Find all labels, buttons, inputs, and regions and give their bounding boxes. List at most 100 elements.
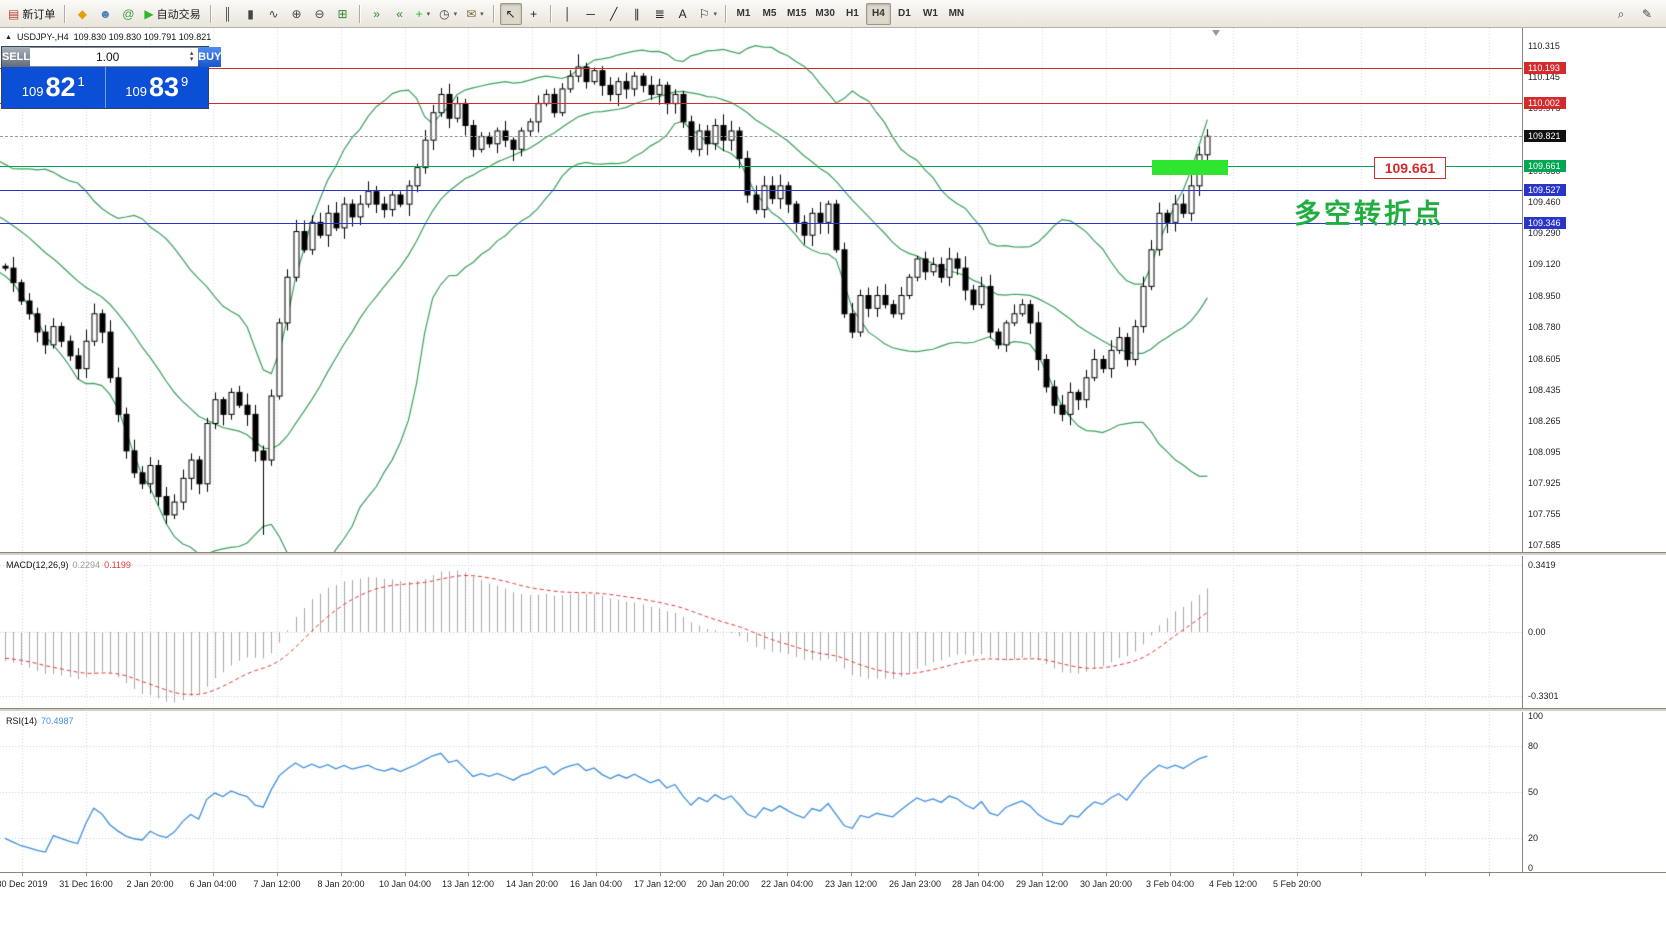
- ask-pip-digit: 9: [181, 74, 189, 89]
- equidistant-channel-icon[interactable]: ∥: [626, 3, 648, 25]
- lot-spinner: ▴ ▾: [185, 50, 198, 63]
- time-label: 29 Jan 12:00: [1015, 879, 1069, 889]
- time-label: 3 Feb 04:00: [1145, 879, 1195, 889]
- time-label: 22 Jan 04:00: [760, 879, 814, 889]
- periods-icon[interactable]: ◷ ▾: [435, 3, 461, 25]
- toolbar-separator: [64, 4, 67, 23]
- panel-divider[interactable]: [0, 552, 1666, 556]
- macd-tick-label: 0.00: [1528, 627, 1546, 637]
- price-level-badge: 109.346: [1524, 217, 1566, 230]
- turning-point-annotation[interactable]: 多空转折点: [1294, 199, 1444, 229]
- symbol-info: ▲ USDJPY-,H4 109.830 109.830 109.791 109…: [5, 32, 211, 42]
- new-order-button[interactable]: ▤ 新订单: [4, 3, 59, 25]
- bar-chart-icon[interactable]: ║: [217, 3, 239, 25]
- line-chart-icon[interactable]: ∿: [263, 3, 285, 25]
- macd-value: 0.2294: [72, 560, 101, 570]
- candlestick-chart-icon[interactable]: ▮: [240, 3, 262, 25]
- timeframe-m15-button[interactable]: M15: [786, 8, 807, 19]
- zoom-out-icon[interactable]: ⊖: [309, 3, 331, 25]
- buy-button[interactable]: BUY: [198, 47, 222, 67]
- time-label: 5 Feb 20:00: [1272, 879, 1322, 889]
- macd-canvas[interactable]: [0, 556, 1522, 708]
- arrows-icon: ⚐: [698, 6, 710, 21]
- dropdown-caret-icon: ▾: [453, 10, 458, 18]
- sell-button[interactable]: SELL: [2, 47, 31, 67]
- time-tick: [787, 873, 788, 876]
- dropdown-caret-icon: ▾: [426, 10, 431, 18]
- trendline-icon[interactable]: ╱: [603, 3, 625, 25]
- lot-increase-button[interactable]: ▴: [189, 50, 194, 57]
- zoom-in-icon[interactable]: ⊕: [286, 3, 308, 25]
- timeframe-m30-button[interactable]: M30: [815, 8, 835, 19]
- chart-shift-icon[interactable]: «: [389, 3, 411, 25]
- cursor-icon[interactable]: ↖: [499, 2, 522, 25]
- fibonacci-icon: ≣: [654, 6, 665, 21]
- timeframe-mn-button[interactable]: MN: [948, 8, 965, 19]
- timeframe-d1-button[interactable]: D1: [897, 8, 911, 19]
- lot-size-input[interactable]: [30, 50, 186, 64]
- time-label: 13 Jan 12:00: [441, 879, 495, 889]
- new-order-button-label: 新订单: [22, 8, 56, 21]
- time-label: 16 Jan 04:00: [569, 879, 623, 889]
- timeframe-h4-button[interactable]: H4: [865, 2, 891, 25]
- lot-decrease-button[interactable]: ▾: [189, 56, 194, 63]
- arrows-icon[interactable]: ⚐ ▾: [695, 3, 721, 25]
- edit-icon[interactable]: ✎: [1641, 7, 1653, 21]
- templates-icon[interactable]: ✉ ▾: [462, 3, 488, 25]
- dropdown-caret-icon: ▾: [480, 10, 484, 18]
- rsi-value: 70.4987: [41, 716, 74, 726]
- time-tick: [1361, 873, 1362, 876]
- auto-trading-button[interactable]: ▶ 自动交易: [140, 3, 204, 25]
- time-tick: [660, 873, 661, 876]
- tile-windows-icon[interactable]: ⊞: [332, 3, 354, 25]
- rsi-tick-label: 0: [1528, 863, 1534, 873]
- ask-price[interactable]: 109 83 9: [104, 67, 209, 108]
- crosshair-icon: +: [530, 6, 538, 21]
- time-tick: [150, 873, 151, 876]
- cursor-icon: ↖: [505, 6, 516, 21]
- dropdown-caret-icon: ▾: [713, 10, 717, 18]
- time-label: 30 Dec 2019: [0, 879, 48, 889]
- price-chart-canvas[interactable]: [0, 28, 1522, 552]
- profiles-icon[interactable]: ☻: [94, 3, 116, 25]
- text-icon[interactable]: A: [672, 3, 694, 25]
- timeframe-w1-button[interactable]: W1: [922, 8, 938, 19]
- price-tick-label: 108.950: [1528, 290, 1561, 301]
- price-chart-panel: ▲ USDJPY-,H4 109.830 109.830 109.791 109…: [0, 28, 1522, 552]
- bid-big-digits: 82: [45, 72, 76, 102]
- bid-price[interactable]: 109 82 1: [2, 67, 105, 108]
- highlight-rectangle[interactable]: [1152, 160, 1228, 175]
- zoom-in-icon: ⊕: [291, 6, 302, 21]
- time-tick: [723, 873, 724, 876]
- price-tick-label: 108.780: [1528, 321, 1561, 332]
- zoom-out-icon: ⊖: [314, 6, 325, 21]
- price-tick-label: 108.265: [1528, 415, 1561, 426]
- mql5-icon[interactable]: ◆: [71, 3, 93, 25]
- horizontal-line-icon[interactable]: ─: [580, 3, 602, 25]
- time-label: 31 Dec 16:00: [59, 879, 113, 889]
- timeframe-m5-button[interactable]: M5: [762, 8, 777, 19]
- rsi-canvas[interactable]: [0, 712, 1522, 872]
- price-callout-label[interactable]: 109.661: [1374, 157, 1446, 179]
- vertical-line-icon[interactable]: │: [557, 3, 579, 25]
- timeframe-m1-button[interactable]: M1: [736, 8, 751, 19]
- chart-shift-marker-icon[interactable]: [1212, 30, 1220, 36]
- auto-scroll-icon[interactable]: »: [366, 3, 388, 25]
- rsi-tick-label: 20: [1528, 832, 1539, 843]
- time-axis: 30 Dec 2019 31 Dec 16:00 2 Jan 20:00 6 Jan …: [0, 872, 1666, 951]
- macd-panel: MACD(12,26,9) 0.2294 0.1199: [0, 556, 1522, 708]
- auto-trading-icon: ▶: [144, 6, 154, 21]
- timeframe-h1-button[interactable]: H1: [845, 8, 859, 19]
- time-label: 7 Jan 12:00: [253, 879, 301, 889]
- community-icon[interactable]: @: [117, 3, 139, 25]
- panel-divider[interactable]: [0, 708, 1666, 712]
- collapse-arrow-icon[interactable]: ▲: [5, 33, 12, 41]
- time-label: 20 Jan 20:00: [696, 879, 750, 889]
- fibonacci-icon[interactable]: ≣: [649, 3, 671, 25]
- indicators-icon[interactable]: + ▾: [412, 3, 435, 25]
- price-axis: 110.315110.145109.975109.805109.630109.4…: [1522, 28, 1666, 552]
- time-tick: [915, 873, 916, 876]
- search-icon[interactable]: ⌕: [1617, 6, 1625, 21]
- price-level-badge: 109.661: [1524, 159, 1566, 172]
- crosshair-icon[interactable]: +: [523, 3, 545, 25]
